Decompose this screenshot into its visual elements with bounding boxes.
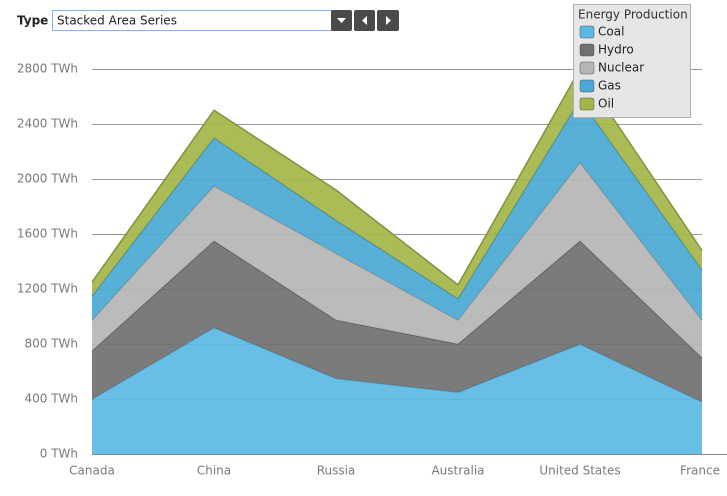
y-tick-label: 0 TWh bbox=[40, 447, 78, 461]
area-edge bbox=[91, 161, 703, 321]
legend-swatch bbox=[579, 25, 595, 39]
area bbox=[92, 240, 702, 402]
legend-swatch bbox=[579, 43, 595, 57]
left-arrow bbox=[362, 16, 367, 25]
legend-label: Gas bbox=[598, 79, 621, 93]
x-tick-label: United States bbox=[539, 464, 620, 478]
down-arrow bbox=[337, 18, 346, 23]
y-tick-label: 400 TWh bbox=[24, 392, 78, 406]
y-tick-label: 1600 TWh bbox=[17, 227, 78, 241]
legend-label: Hydro bbox=[598, 43, 634, 57]
type-selected: Stacked Area Series bbox=[57, 14, 177, 28]
y-tick-label: 2800 TWh bbox=[17, 62, 78, 76]
legend-label: Oil bbox=[598, 97, 614, 111]
legend-swatch bbox=[579, 61, 595, 75]
x-tick-label: Russia bbox=[317, 464, 356, 478]
area-edge bbox=[91, 239, 703, 359]
x-tick-label: Australia bbox=[431, 464, 484, 478]
legend: Energy Production Coal Hydro Nuclear Gas Oil bbox=[573, 4, 691, 118]
area bbox=[92, 99, 702, 320]
areas bbox=[91, 67, 703, 454]
legend-swatch bbox=[579, 97, 595, 111]
legend-title: Energy Production bbox=[578, 8, 688, 22]
y-tick-label: 2000 TWh bbox=[17, 172, 78, 186]
x-tick-label: China bbox=[197, 464, 231, 478]
axes: 0 TWh 400 TWh 800 TWh 1200 TWh 1600 TWh 2000 … bbox=[17, 62, 727, 478]
y-tick-label: 800 TWh bbox=[24, 337, 78, 351]
y-tick-label: 2400 TWh bbox=[17, 117, 78, 131]
legend-label: Nuclear bbox=[598, 61, 644, 75]
toolbar: Type Stacked Area Series bbox=[17, 10, 399, 31]
legend-label: Coal bbox=[598, 25, 624, 39]
x-tick-label: Canada bbox=[69, 464, 115, 478]
area bbox=[92, 69, 702, 299]
area bbox=[92, 162, 702, 358]
type-label: Type bbox=[17, 14, 48, 28]
y-tick-label: 1200 TWh bbox=[17, 282, 78, 296]
area bbox=[92, 327, 702, 454]
legend-swatch bbox=[579, 79, 595, 93]
right-arrow bbox=[386, 16, 391, 25]
x-tick-label: France bbox=[680, 464, 720, 478]
